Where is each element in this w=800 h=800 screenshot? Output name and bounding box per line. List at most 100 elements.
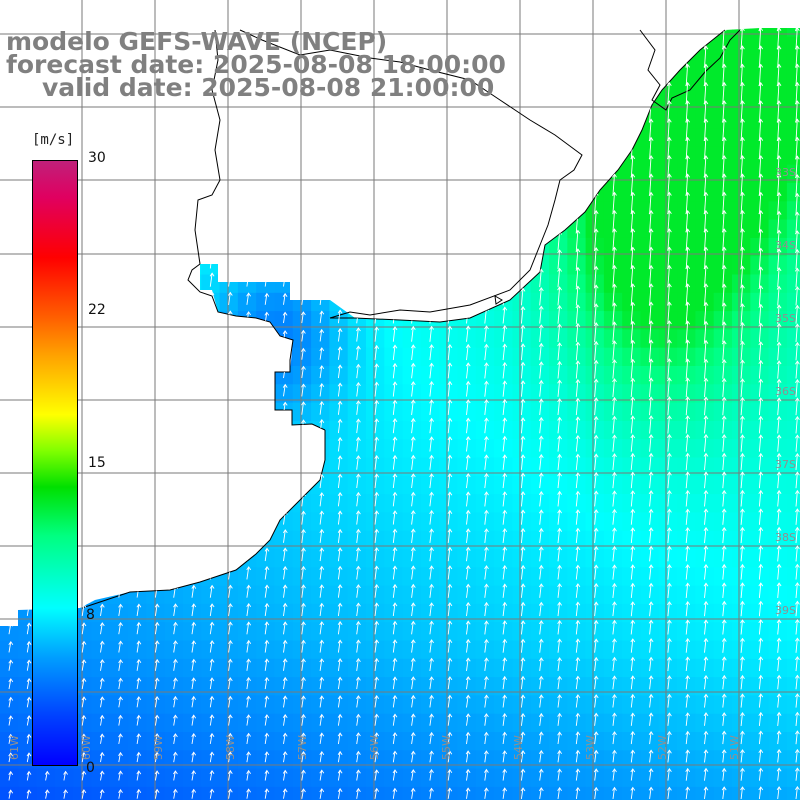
wind-arrow <box>209 622 213 635</box>
wind-arrow <box>612 397 615 416</box>
wind-arrow <box>594 416 597 434</box>
wind-arrow-head <box>301 383 306 388</box>
wind-arrow-head <box>227 401 233 406</box>
wind-arrow <box>612 100 615 123</box>
wind-arrow <box>154 511 158 525</box>
wind-arrow-head <box>630 415 636 420</box>
wind-cell <box>0 164 19 184</box>
wind-cell <box>494 256 513 276</box>
wind-arrow-head <box>81 327 87 332</box>
wind-arrow <box>191 401 195 415</box>
wind-arrow-head <box>246 273 251 278</box>
wind-arrow-head <box>520 527 526 533</box>
wind-arrow-head <box>410 196 416 201</box>
wind-cell <box>164 201 184 221</box>
wind-arrow <box>539 454 542 470</box>
wind-cell <box>201 0 220 19</box>
wind-arrow <box>228 198 231 214</box>
wind-arrow <box>557 565 561 580</box>
wind-cell <box>109 549 129 568</box>
wind-arrow <box>740 564 743 580</box>
wind-arrow <box>722 28 725 32</box>
wind-cell <box>622 54 642 74</box>
wind-arrow-head <box>740 265 745 270</box>
wind-cell <box>128 402 147 422</box>
wind-arrow-head <box>228 160 233 165</box>
wind-arrow-head <box>26 401 32 406</box>
wind-cell <box>567 36 587 56</box>
wind-arrow <box>356 235 359 251</box>
wind-arrow-head <box>593 155 599 160</box>
wind-cell <box>786 274 800 294</box>
wind-cell <box>567 128 587 147</box>
wind-arrow-head <box>191 584 197 589</box>
wind-arrow-head <box>264 492 270 497</box>
wind-arrow <box>264 348 268 360</box>
wind-arrow <box>704 359 707 379</box>
wind-arrow <box>319 142 323 159</box>
wind-arrow <box>26 291 30 306</box>
wind-arrow-head <box>795 434 800 439</box>
wind-arrow <box>228 401 231 415</box>
wind-arrow-head <box>282 235 288 240</box>
wind-arrow <box>594 28 597 32</box>
wind-arrow-head <box>703 582 709 587</box>
wind-arrow <box>283 420 286 434</box>
wind-arrow <box>777 267 780 288</box>
wind-arrow-head <box>538 472 544 477</box>
wind-arrow <box>26 401 30 415</box>
wind-arrow-head <box>794 267 800 272</box>
wind-arrow <box>429 234 433 251</box>
wind-arrow <box>612 602 615 617</box>
wind-arrow <box>356 197 359 214</box>
wind-arrow-head <box>320 14 324 17</box>
wind-arrow-head <box>538 564 544 569</box>
wind-arrow-head <box>264 329 270 335</box>
wind-arrow <box>374 271 378 287</box>
wind-cell <box>128 329 147 349</box>
wind-arrow <box>557 66 561 86</box>
wind-arrow <box>722 601 725 617</box>
wind-arrow-head <box>8 143 14 148</box>
wind-cell <box>256 219 276 239</box>
wind-arrow-head <box>118 474 123 479</box>
wind-arrow <box>264 585 268 598</box>
wind-arrow-head <box>136 437 142 442</box>
wind-cell <box>256 329 276 349</box>
wind-arrow-head <box>703 81 709 86</box>
wind-arrow <box>484 455 487 470</box>
wind-cell <box>37 0 56 19</box>
wind-arrow-head <box>26 493 32 498</box>
wind-arrow-head <box>26 364 32 369</box>
wind-arrow <box>283 198 286 214</box>
wind-arrow <box>777 155 780 178</box>
wind-arrow <box>228 365 231 379</box>
wind-arrow-head <box>703 489 709 495</box>
wind-arrow-head <box>520 417 526 422</box>
wind-arrow-head <box>758 266 764 271</box>
wind-arrow <box>740 416 743 434</box>
wind-arrow <box>575 565 579 580</box>
wind-arrow <box>337 401 341 415</box>
wind-arrow-head <box>593 582 599 588</box>
wind-arrow <box>777 192 780 215</box>
wind-arrow-head <box>794 192 800 197</box>
wind-arrow-head <box>575 601 581 606</box>
wind-arrow-head <box>430 13 434 16</box>
wind-arrow <box>447 547 451 562</box>
wind-arrow <box>777 360 780 379</box>
wind-arrow <box>539 85 542 105</box>
wind-arrow-head <box>264 123 270 128</box>
wind-cell <box>787 0 800 19</box>
wind-arrow-head <box>667 471 672 476</box>
wind-arrow-head <box>484 399 489 404</box>
wind-arrow-head <box>740 81 745 86</box>
wind-arrow-head <box>301 365 306 370</box>
wind-arrow-head <box>410 325 416 330</box>
wind-arrow-head <box>593 303 599 308</box>
wind-arrow <box>649 490 652 507</box>
wind-cell <box>91 274 111 294</box>
wind-arrow-head <box>191 474 197 479</box>
wind-arrow-head <box>685 489 691 495</box>
wind-arrow <box>594 192 597 215</box>
